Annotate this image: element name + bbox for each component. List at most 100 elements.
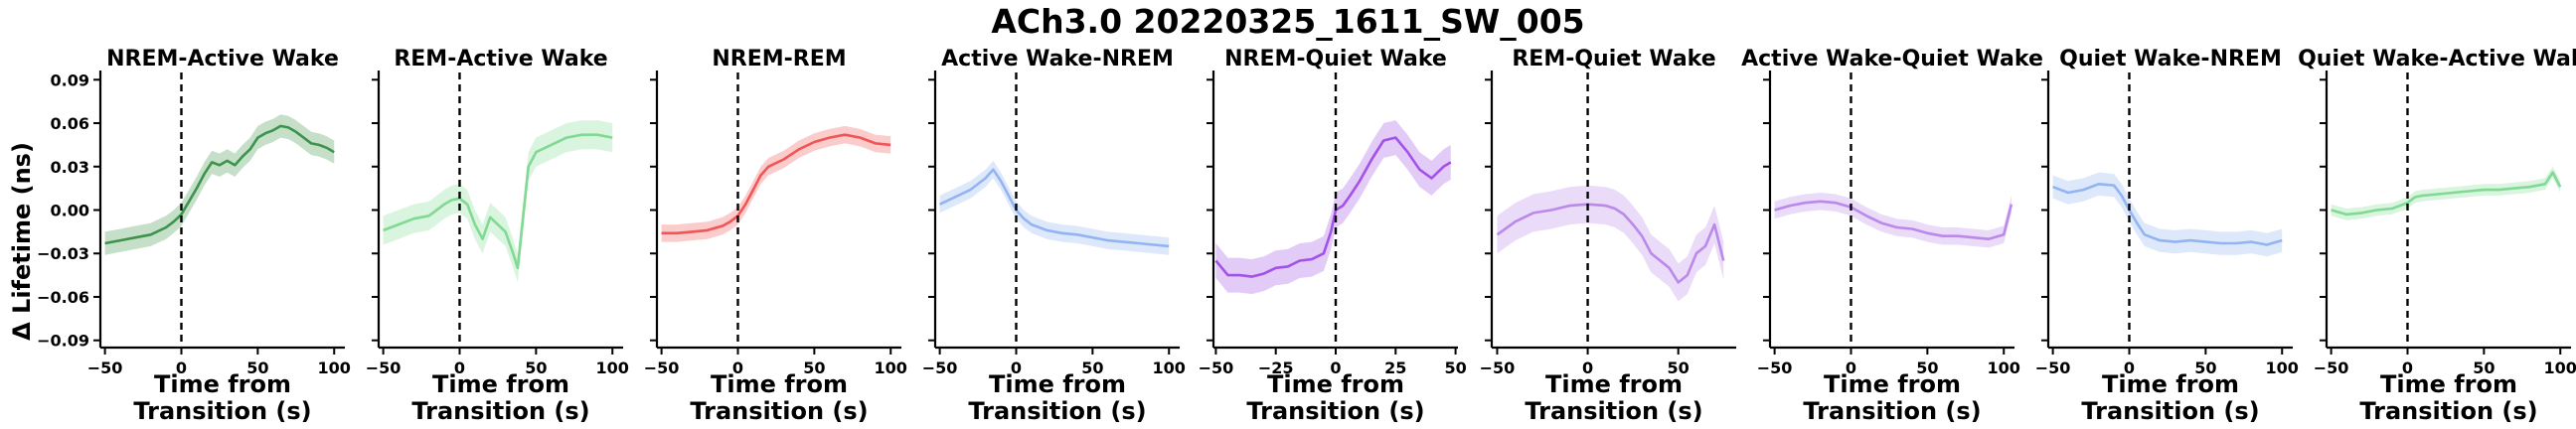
x-axis-label-line: Time from [2380,370,2517,398]
x-axis-label: Time from Transition (s) [690,370,868,425]
panel-1: NREM-Active Wake −0.09 −0.06 −0.03 0.00 0.03 0… [37,47,351,425]
x-axis-label: Time from Transition (s) [411,370,589,425]
x-tick-label: 50 [1444,358,1466,377]
panel-title: NREM-Active Wake [106,47,339,72]
x-axis-label-line: Time from [2102,370,2239,398]
series-line [939,168,1170,248]
error-band [2052,172,2283,257]
x-tick-label: 0 [2124,358,2135,377]
y-tick-label: −0.03 [37,244,89,263]
x-axis-label-line: Time from [1545,370,1683,398]
error-band [661,125,891,242]
x-tick-label: 0 [1011,358,1022,377]
x-tick-label: 0 [176,358,187,377]
panel-8: Quiet Wake-NREM −50 0 50 100 Time from Transit… [2035,47,2299,425]
y-tick-label: −0.06 [37,288,89,307]
x-tick-label: −50 [87,358,123,377]
y-axis-label: Δ Lifetime (ns) [8,142,36,341]
x-tick-label: 100 [1153,358,1186,377]
panel-title: REM-Active Wake [394,47,607,72]
panel-7: Active Wake-Quiet Wake −50 0 50 100 Time from… [1741,47,2043,425]
x-tick-label: 50 [803,358,825,377]
x-tick-label: 50 [525,358,547,377]
panel-9: Quiet Wake-Active Wake −50 0 50 100 Time from… [2298,47,2576,425]
error-band [939,160,1170,255]
x-tick-label: 0 [1330,358,1341,377]
x-axis-label: Time from Transition (s) [1803,370,1981,425]
x-tick-label: 50 [2194,358,2216,377]
panel-title: Active Wake-NREM [941,47,1174,72]
x-axis-label-line: Time from [1824,370,1961,398]
x-tick-label: 50 [1081,358,1103,377]
y-tick-label: 0.06 [51,114,89,133]
x-axis-label: Time from Transition (s) [133,370,311,425]
panel-5: NREM-Quiet Wake −50 −25 0 25 50 Time from Trans… [1199,47,1467,425]
x-tick-label: −50 [644,358,680,377]
x-axis-label-line: Transition (s) [2359,397,2537,425]
x-tick-label: 100 [2266,358,2299,377]
x-tick-label: −25 [1258,358,1294,377]
panel-title: Quiet Wake-NREM [2059,47,2282,72]
x-axis-label-line: Transition (s) [2081,397,2259,425]
panel-title: NREM-Quiet Wake [1224,47,1447,72]
x-axis-label-line: Time from [1267,370,1404,398]
error-band [383,120,613,283]
x-tick-label: −50 [2035,358,2071,377]
series-line [661,133,891,235]
x-tick-label: 0 [1846,358,1856,377]
x-tick-label: 0 [454,358,465,377]
x-axis-label-line: Transition (s) [1246,397,1424,425]
chart-title: ACh3.0 20220325_1611_SW_005 [991,2,1584,41]
x-axis-label: Time from Transition (s) [968,370,1146,425]
error-band [1215,120,1451,295]
y-tick-label: 0.00 [51,202,89,220]
x-tick-label: −50 [1480,358,1516,377]
series-line [1774,200,2013,240]
panel-2: REM-Active Wake −50 0 50 100 Time from Transit… [366,47,629,425]
x-tick-label: −50 [922,358,958,377]
error-band [1774,193,2012,248]
x-axis-label: Time from Transition (s) [1525,370,1702,425]
x-tick-label: −50 [1199,358,1234,377]
x-tick-label: 100 [875,358,907,377]
x-axis-label-line: Time from [711,370,848,398]
y-tick-label: 0.03 [51,158,89,177]
series-line [2052,183,2283,246]
x-tick-label: 0 [1582,358,1593,377]
x-axis-label-line: Transition (s) [411,397,589,425]
series-line [1496,203,1725,284]
panels: NREM-Active Wake −0.09 −0.06 −0.03 0.00 0.03 0… [37,47,2576,425]
x-axis-label-line: Transition (s) [968,397,1146,425]
x-axis-label: Time from Transition (s) [2081,370,2259,425]
error-band [1497,185,1724,302]
x-tick-label: 50 [2473,358,2495,377]
x-axis-label: Time from Transition (s) [1246,370,1424,425]
x-tick-label: 0 [732,358,743,377]
panel-title: NREM-REM [712,47,846,72]
x-tick-label: 100 [1988,358,2020,377]
x-tick-label: −50 [366,358,402,377]
x-tick-label: 25 [1384,358,1406,377]
y-tick-label: −0.09 [37,332,89,351]
x-axis-label-line: Transition (s) [690,397,868,425]
x-axis-label-line: Time from [432,370,569,398]
x-axis-label-line: Transition (s) [1803,397,1981,425]
series-line [104,124,335,245]
x-tick-label: −50 [1757,358,1793,377]
x-tick-label: 50 [1916,358,1938,377]
series-line [2331,171,2562,216]
svg-text:Δ Lifetime (ns): Δ Lifetime (ns) [8,142,36,341]
y-tick-label: 0.09 [51,71,89,89]
x-axis-label: Time from Transition (s) [2359,370,2537,425]
x-tick-label: 50 [1668,358,1690,377]
x-axis-label-line: Transition (s) [1525,397,1702,425]
error-band [104,114,335,255]
x-axis-label-line: Time from [989,370,1126,398]
x-tick-label: 100 [596,358,629,377]
panel-3: NREM-REM −50 0 50 100 Time from Transition (s) [644,47,907,425]
panel-title: Quiet Wake-Active Wake [2298,47,2576,72]
x-tick-label: 0 [2402,358,2413,377]
x-axis-label-line: Transition (s) [133,397,311,425]
